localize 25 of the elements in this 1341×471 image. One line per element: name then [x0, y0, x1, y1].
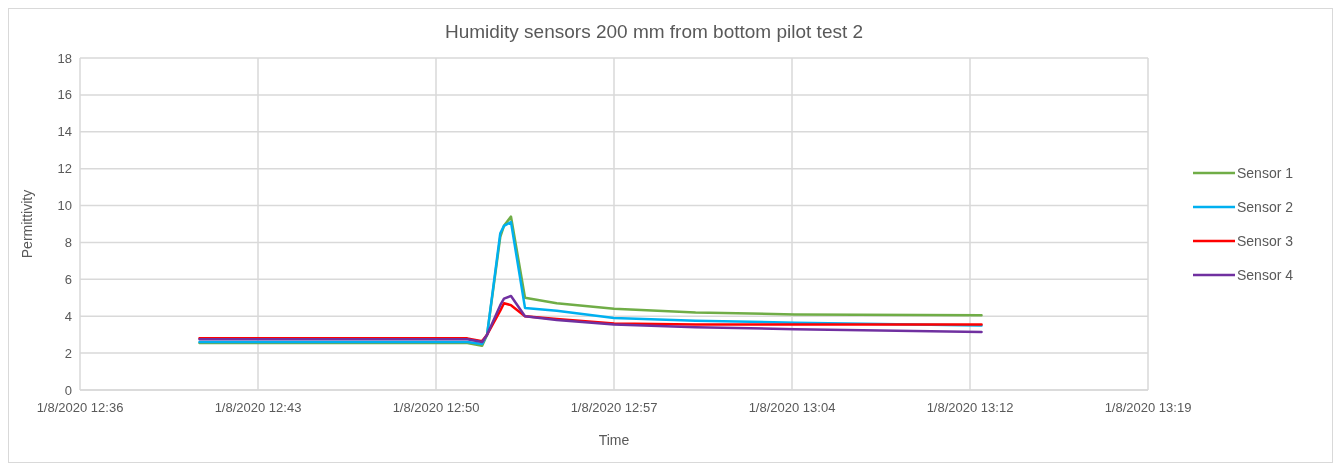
legend-label: Sensor 4	[1237, 266, 1294, 283]
x-tick-label: 1/8/2020 13:04	[748, 400, 836, 415]
y-tick-label: 6	[64, 271, 72, 287]
y-axis-title: Permittivity	[19, 189, 35, 259]
x-tick-label: 1/8/2020 12:50	[392, 400, 480, 415]
y-tick-label: 10	[57, 198, 72, 214]
y-tick-label: 12	[57, 161, 72, 177]
line-series	[198, 294, 983, 344]
x-tick-label: 1/8/2020 13:12	[926, 400, 1014, 415]
y-tick-label: 8	[64, 234, 72, 250]
y-tick-label: 4	[64, 308, 72, 324]
y-tick-label: 18	[57, 50, 72, 66]
legend-label: Sensor 1	[1237, 164, 1294, 181]
y-tick-label: 14	[57, 124, 72, 140]
x-tick-label: 1/8/2020 12:36	[36, 400, 124, 415]
x-tick-label: 1/8/2020 13:19	[1104, 400, 1192, 415]
y-tick-label: 16	[57, 87, 72, 103]
chart-title: Humidity sensors 200 mm from bottom pilot test 2	[444, 21, 864, 42]
x-tick-label: 1/8/2020 12:43	[214, 400, 302, 415]
x-tick-label: 1/8/2020 12:57	[570, 400, 658, 415]
legend-label: Sensor 2	[1237, 198, 1294, 215]
y-tick-label: 0	[64, 382, 72, 398]
y-tick-label: 2	[64, 345, 72, 361]
legend-label: Sensor 3	[1237, 232, 1294, 249]
x-axis-title: Time	[598, 432, 630, 448]
